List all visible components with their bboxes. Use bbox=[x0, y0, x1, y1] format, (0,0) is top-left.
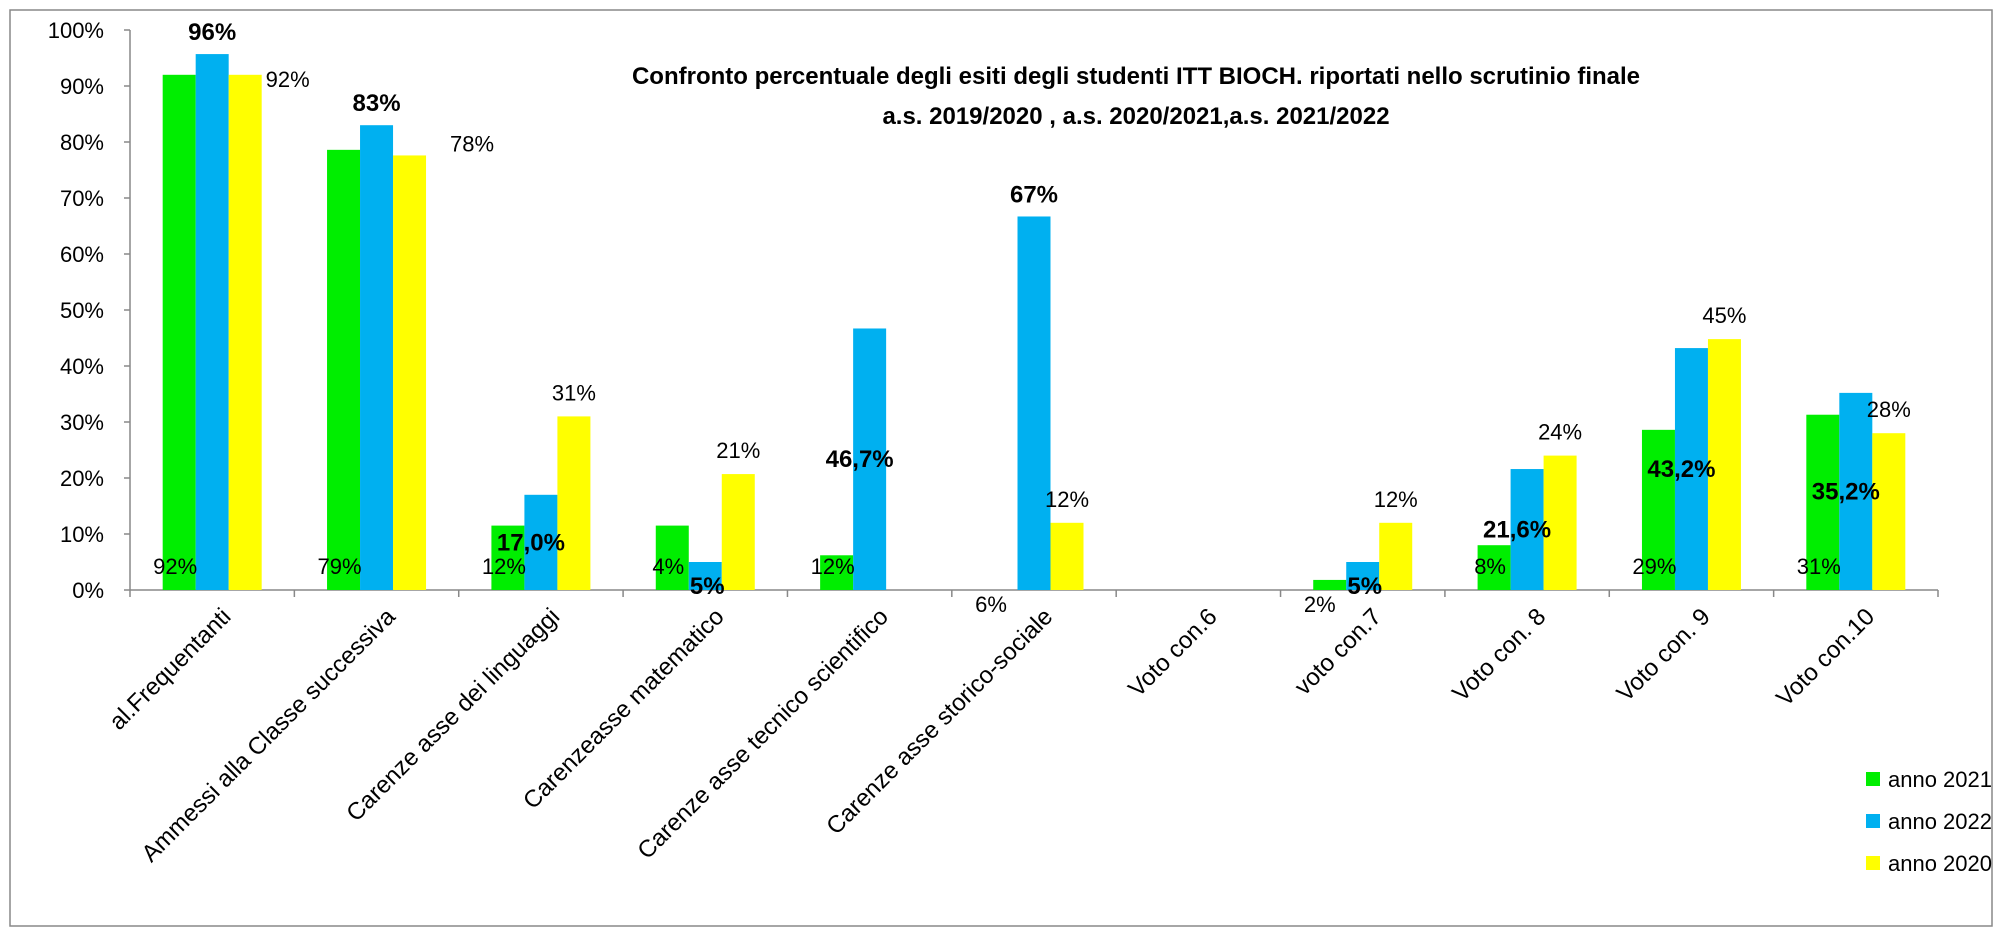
bar bbox=[820, 555, 854, 590]
y-tick-label: 80% bbox=[60, 130, 104, 155]
data-label: 35,2% bbox=[1812, 478, 1880, 505]
y-tick-label: 0% bbox=[72, 578, 104, 603]
chart-title-line1: Confronto percentuale degli esiti degli … bbox=[632, 63, 1640, 90]
y-tick-label: 10% bbox=[60, 522, 104, 547]
data-label: 46,7% bbox=[826, 446, 894, 473]
bar bbox=[1872, 433, 1906, 590]
data-label: 21% bbox=[716, 438, 760, 463]
data-label: 8% bbox=[1474, 554, 1506, 579]
bar bbox=[195, 54, 229, 590]
bar bbox=[491, 525, 525, 590]
data-label: 2% bbox=[1304, 592, 1336, 617]
data-label: 67% bbox=[1010, 181, 1058, 208]
y-tick-label: 50% bbox=[60, 298, 104, 323]
bar bbox=[524, 494, 558, 590]
bar bbox=[162, 74, 196, 591]
data-label: 92% bbox=[153, 554, 197, 579]
legend-swatch bbox=[1866, 856, 1880, 870]
data-label: 4% bbox=[652, 554, 684, 579]
legend-label: anno 2020 bbox=[1888, 851, 1992, 876]
bar bbox=[393, 155, 427, 590]
y-tick-label: 40% bbox=[60, 354, 104, 379]
bar bbox=[853, 328, 887, 590]
data-label: 45% bbox=[1702, 303, 1746, 328]
data-label: 21,6% bbox=[1483, 517, 1551, 544]
bar bbox=[1510, 469, 1544, 590]
bar bbox=[1543, 455, 1577, 590]
data-label: 12% bbox=[811, 554, 855, 579]
bar bbox=[360, 125, 394, 590]
data-label: 5% bbox=[1347, 573, 1382, 600]
data-label: 92% bbox=[266, 67, 310, 92]
bar bbox=[1674, 348, 1708, 590]
data-label: 79% bbox=[318, 554, 362, 579]
data-label: 6% bbox=[975, 592, 1007, 617]
bar bbox=[1477, 545, 1511, 590]
data-label: 43,2% bbox=[1647, 456, 1715, 483]
bar bbox=[655, 525, 689, 590]
data-label: 31% bbox=[1797, 554, 1841, 579]
bar bbox=[1017, 216, 1051, 591]
legend-swatch bbox=[1866, 772, 1880, 786]
bar bbox=[1839, 392, 1873, 590]
bar bbox=[1379, 522, 1413, 590]
legend-label: anno 2021 bbox=[1888, 767, 1992, 792]
data-label: 96% bbox=[188, 19, 236, 46]
data-label: 24% bbox=[1538, 420, 1582, 445]
legend-label: anno 2022 bbox=[1888, 809, 1992, 834]
data-label: 12% bbox=[482, 554, 526, 579]
bar bbox=[557, 416, 591, 590]
data-label: 12% bbox=[1374, 487, 1418, 512]
bar bbox=[327, 149, 361, 590]
bar bbox=[1346, 562, 1380, 590]
y-tick-label: 100% bbox=[48, 18, 104, 43]
data-label: 31% bbox=[552, 380, 596, 405]
bar bbox=[1050, 522, 1084, 590]
y-tick-label: 70% bbox=[60, 186, 104, 211]
data-label: 17,0% bbox=[497, 529, 565, 556]
y-tick-label: 30% bbox=[60, 410, 104, 435]
data-label: 12% bbox=[1045, 487, 1089, 512]
data-label: 83% bbox=[353, 90, 401, 117]
bar bbox=[1313, 579, 1347, 590]
data-label: 29% bbox=[1632, 554, 1676, 579]
bar bbox=[1806, 414, 1840, 590]
bar bbox=[1641, 429, 1675, 590]
y-tick-label: 60% bbox=[60, 242, 104, 267]
bar bbox=[721, 474, 755, 590]
bar bbox=[1707, 339, 1741, 590]
bar bbox=[228, 74, 262, 591]
data-label: 5% bbox=[690, 573, 725, 600]
data-label: 78% bbox=[450, 131, 494, 156]
bar bbox=[688, 562, 722, 590]
data-label: 28% bbox=[1867, 397, 1911, 422]
y-tick-label: 90% bbox=[60, 74, 104, 99]
chart-title-line2: a.s. 2019/2020 , a.s. 2020/2021,a.s. 202… bbox=[882, 103, 1389, 130]
legend-swatch bbox=[1866, 814, 1880, 828]
y-tick-label: 20% bbox=[60, 466, 104, 491]
